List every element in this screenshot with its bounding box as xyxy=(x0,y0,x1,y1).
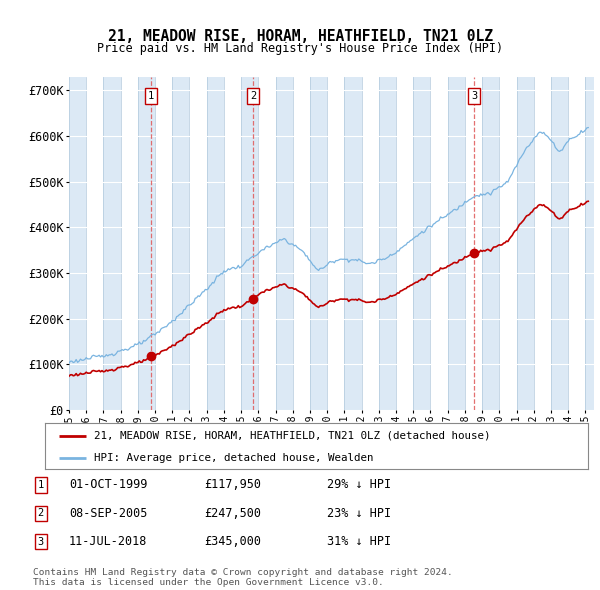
Bar xyxy=(568,77,586,410)
Text: £345,000: £345,000 xyxy=(204,535,261,548)
Text: This data is licensed under the Open Government Licence v3.0.: This data is licensed under the Open Gov… xyxy=(33,578,384,587)
Bar xyxy=(465,77,482,410)
Text: 1: 1 xyxy=(38,480,44,490)
Bar xyxy=(224,77,241,410)
Bar xyxy=(86,77,103,410)
Text: 08-SEP-2005: 08-SEP-2005 xyxy=(69,507,148,520)
Bar xyxy=(430,77,448,410)
Text: 3: 3 xyxy=(471,91,477,101)
Text: 21, MEADOW RISE, HORAM, HEATHFIELD, TN21 0LZ: 21, MEADOW RISE, HORAM, HEATHFIELD, TN21… xyxy=(107,29,493,44)
Text: 2: 2 xyxy=(250,91,256,101)
Text: £247,500: £247,500 xyxy=(204,507,261,520)
Bar xyxy=(499,77,517,410)
Text: 31% ↓ HPI: 31% ↓ HPI xyxy=(327,535,391,548)
Bar xyxy=(396,77,413,410)
Text: Contains HM Land Registry data © Crown copyright and database right 2024.: Contains HM Land Registry data © Crown c… xyxy=(33,568,453,577)
Text: 3: 3 xyxy=(38,537,44,546)
Bar xyxy=(121,77,138,410)
Text: 01-OCT-1999: 01-OCT-1999 xyxy=(69,478,148,491)
Text: 29% ↓ HPI: 29% ↓ HPI xyxy=(327,478,391,491)
Bar xyxy=(293,77,310,410)
Text: 21, MEADOW RISE, HORAM, HEATHFIELD, TN21 0LZ (detached house): 21, MEADOW RISE, HORAM, HEATHFIELD, TN21… xyxy=(94,431,490,441)
Text: 11-JUL-2018: 11-JUL-2018 xyxy=(69,535,148,548)
Text: 2: 2 xyxy=(38,509,44,518)
Bar xyxy=(155,77,172,410)
Text: Price paid vs. HM Land Registry's House Price Index (HPI): Price paid vs. HM Land Registry's House … xyxy=(97,42,503,55)
Bar xyxy=(190,77,207,410)
Bar xyxy=(259,77,275,410)
Text: 1: 1 xyxy=(148,91,154,101)
Text: £117,950: £117,950 xyxy=(204,478,261,491)
Bar xyxy=(362,77,379,410)
Bar xyxy=(534,77,551,410)
Text: 23% ↓ HPI: 23% ↓ HPI xyxy=(327,507,391,520)
Bar xyxy=(327,77,344,410)
Text: HPI: Average price, detached house, Wealden: HPI: Average price, detached house, Weal… xyxy=(94,453,373,463)
